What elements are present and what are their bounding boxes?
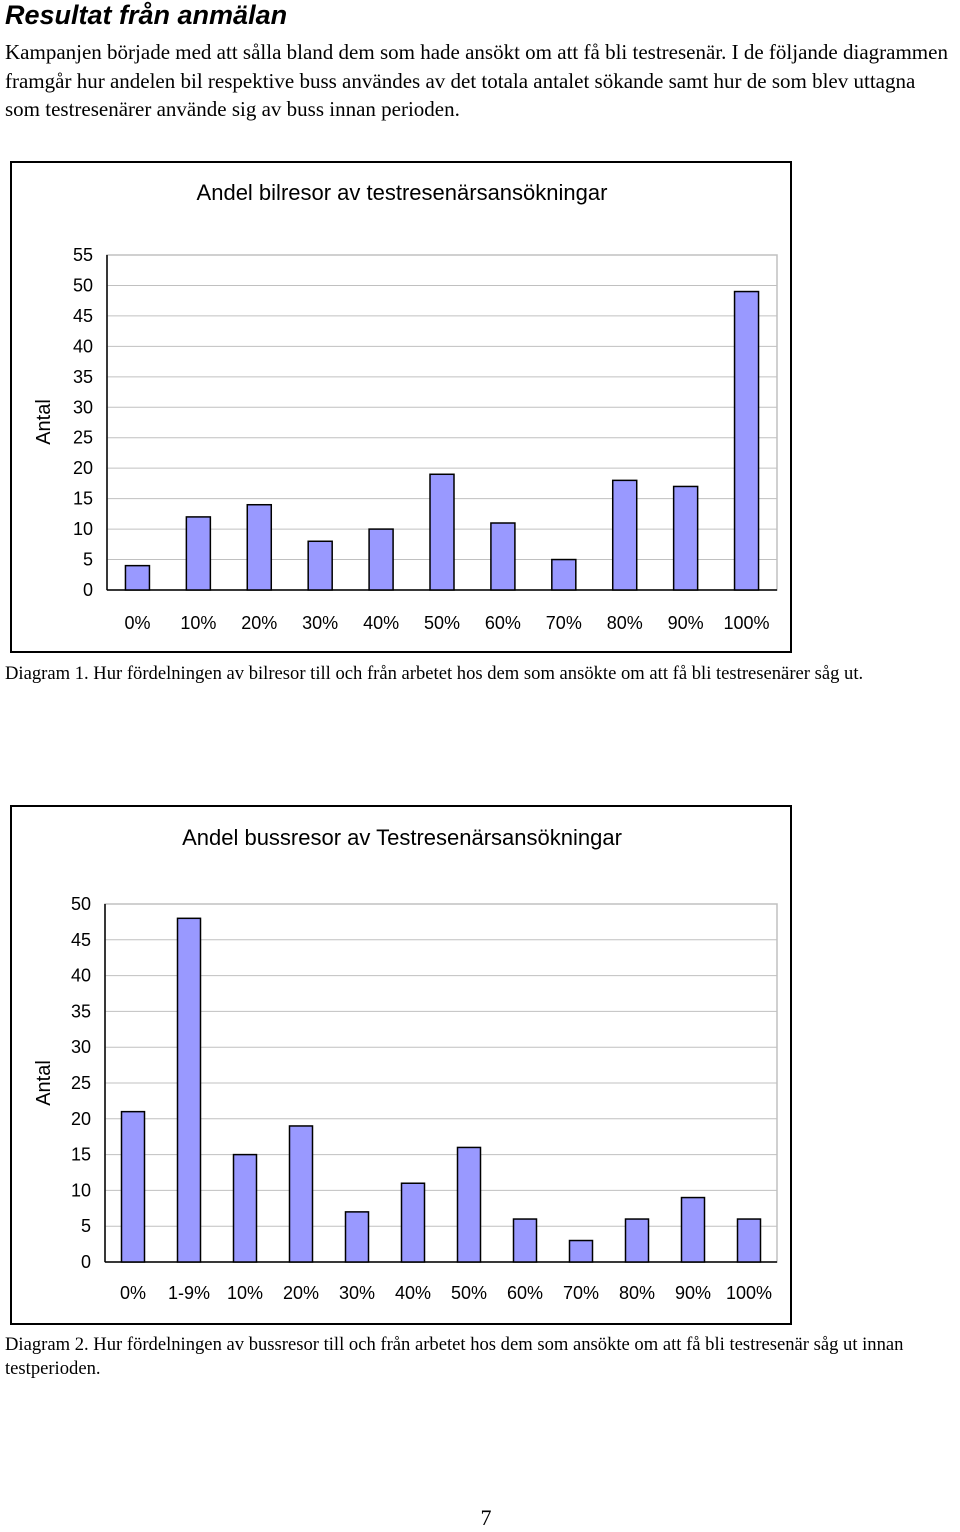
y-tick-label: 5 [81, 1216, 91, 1236]
bar-20% [246, 503, 273, 591]
bar-70% [551, 558, 577, 591]
x-tick-label: 20% [283, 1283, 319, 1303]
y-tick-label: 5 [83, 550, 93, 570]
y-tick-label: 20 [71, 1109, 91, 1129]
y-tick-label: 40 [71, 966, 91, 986]
y-axis-label: Antal [33, 399, 55, 445]
x-tick-label: 20% [241, 613, 277, 633]
y-tick-label: 0 [83, 580, 93, 600]
x-tick-label: 10% [227, 1283, 263, 1303]
y-axis-label: Antal [33, 1060, 55, 1106]
x-tick-label: 60% [507, 1283, 543, 1303]
y-tick-label: 10 [71, 1180, 91, 1200]
bar-50% [429, 473, 455, 591]
x-tick-label: 100% [724, 613, 770, 633]
chart-title: Andel bilresor av testresenärsansökninga… [197, 180, 608, 205]
x-tick-label: 90% [668, 613, 704, 633]
bar-70% [568, 1239, 594, 1263]
x-tick-label: 0% [120, 1283, 146, 1303]
bar-100% [736, 1218, 762, 1263]
y-tick-label: 20 [73, 458, 93, 478]
x-tick-label: 50% [424, 613, 460, 633]
y-tick-label: 45 [71, 930, 91, 950]
x-tick-label: 60% [485, 613, 521, 633]
bar-40% [368, 528, 394, 591]
x-tick-label: 70% [546, 613, 582, 633]
bar-100% [733, 290, 760, 591]
x-tick-label: 1-9% [168, 1283, 210, 1303]
diagram-2-caption: Diagram 2. Hur fördelningen av bussresor… [5, 1334, 904, 1379]
x-tick-label: 100% [726, 1283, 772, 1303]
x-tick-label: 40% [395, 1283, 431, 1303]
x-tick-label: 10% [180, 613, 216, 633]
bar-1-9% [176, 917, 202, 1263]
x-tick-label: 0% [124, 613, 150, 633]
x-tick-label: 80% [607, 613, 643, 633]
x-tick-label: 80% [619, 1283, 655, 1303]
intro-paragraph: Kampanjen började med att sålla bland de… [5, 40, 948, 121]
bar-40% [400, 1182, 426, 1263]
x-tick-label: 30% [302, 613, 338, 633]
page-number: 7 [480, 1505, 492, 1530]
bar-20% [288, 1125, 314, 1263]
bar-30% [344, 1211, 370, 1263]
bar-50% [456, 1146, 482, 1263]
y-tick-label: 25 [71, 1073, 91, 1093]
y-tick-label: 50 [73, 275, 93, 295]
bar-90% [672, 485, 699, 591]
bar-10% [185, 516, 212, 591]
bar-60% [512, 1218, 538, 1263]
x-tick-label: 30% [339, 1283, 375, 1303]
y-tick-label: 15 [71, 1145, 91, 1165]
y-tick-label: 45 [73, 306, 93, 326]
y-tick-label: 40 [73, 336, 93, 356]
y-tick-label: 35 [73, 367, 93, 387]
y-tick-label: 55 [73, 245, 93, 265]
car-trips-chart: Andel bilresor av testresenärsansökninga… [10, 161, 792, 653]
bar-60% [490, 522, 516, 591]
bus-trips-chart: Andel bussresor av Testresenärsansökning… [10, 805, 792, 1325]
y-tick-label: 50 [71, 894, 91, 914]
x-tick-label: 90% [675, 1283, 711, 1303]
y-tick-label: 10 [73, 519, 93, 539]
x-tick-label: 50% [451, 1283, 487, 1303]
y-tick-label: 0 [81, 1252, 91, 1272]
bar-0% [124, 564, 151, 591]
bar-90% [680, 1196, 706, 1263]
bar-30% [307, 540, 333, 591]
bar-10% [232, 1153, 258, 1263]
bar-80% [611, 479, 638, 591]
y-tick-label: 25 [73, 428, 93, 448]
x-tick-label: 70% [563, 1283, 599, 1303]
bar-80% [624, 1218, 650, 1263]
x-tick-label: 40% [363, 613, 399, 633]
diagram-1-caption: Diagram 1. Hur fördelningen av bilresor … [5, 663, 864, 684]
y-tick-label: 35 [71, 1001, 91, 1021]
chart-title: Andel bussresor av Testresenärsansökning… [182, 825, 622, 850]
y-tick-label: 30 [71, 1037, 91, 1057]
page-heading: Resultat från anmälan [5, 0, 288, 30]
bar-0% [120, 1110, 146, 1263]
y-tick-label: 30 [73, 397, 93, 417]
y-tick-label: 15 [73, 489, 93, 509]
